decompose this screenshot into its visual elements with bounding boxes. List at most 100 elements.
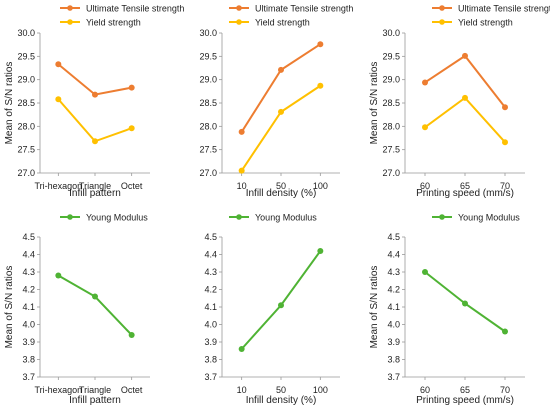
y-tick-label: 4.2 [22, 285, 35, 295]
y-tick-label: 27.0 [17, 168, 35, 178]
x-tick-label: 60 [420, 181, 430, 191]
x-axis-label: Printing speed (mm/s) [416, 188, 514, 199]
x-tick-label: 10 [237, 181, 247, 191]
legend-swatch-marker [67, 5, 73, 11]
data-point [55, 272, 62, 279]
data-point [317, 82, 324, 89]
y-tick-label: 4.5 [387, 232, 400, 242]
x-tick-label: Octet [121, 181, 143, 191]
data-point [422, 124, 428, 131]
data-point [55, 96, 62, 103]
legend-swatch-marker [439, 19, 445, 25]
legend-label: Young Modulus [255, 213, 317, 223]
chart-panel-6: 3.7 3.8 3.9 4.0 4.1 4.2 4.3 4.4 4.5 60 65 70Printin… [369, 213, 525, 406]
y-tick-label: 3.7 [387, 372, 400, 382]
data-point [238, 167, 245, 174]
legend-label: Yield strength [458, 18, 513, 28]
y-tick-label: 3.7 [204, 372, 217, 382]
y-tick-label: 27.5 [199, 145, 217, 155]
y-tick-label: 4.0 [387, 320, 400, 330]
legend-label: Young Modulus [86, 213, 148, 223]
y-tick-label: 3.8 [387, 355, 400, 365]
chart-panel-4: 3.7 3.8 3.9 4.0 4.1 4.2 4.3 4.4 4.5 Tri-hexagonTr… [4, 213, 150, 406]
y-tick-label: 29.0 [17, 75, 35, 85]
chart-panel-3: 27.0 27.5 28.0 28.5 29.0 29.5 30.0 60 65 70Printi… [369, 4, 550, 200]
data-point [128, 332, 135, 338]
x-tick-label: 65 [460, 181, 470, 191]
y-tick-label: 3.9 [204, 337, 217, 347]
y-tick-label: 3.7 [22, 372, 35, 382]
data-point [92, 138, 98, 145]
legend-swatch-marker [439, 5, 445, 11]
y-tick-label: 28.0 [382, 121, 400, 131]
x-tick-label: 65 [460, 385, 470, 395]
x-tick-label: 10 [237, 385, 247, 395]
y-tick-label: 3.8 [204, 355, 217, 365]
x-tick-label: 100 [313, 181, 328, 191]
series-line [57, 274, 133, 336]
y-tick-label: 29.5 [199, 51, 217, 61]
data-point [278, 302, 284, 309]
y-tick-label: 4.0 [22, 320, 35, 330]
data-point [92, 91, 98, 98]
data-point [238, 128, 245, 135]
y-tick-label: 30.0 [17, 28, 35, 38]
x-tick-label: Triangle [79, 181, 111, 191]
data-point [55, 61, 62, 68]
series-line [240, 84, 321, 172]
y-tick-label: 4.4 [22, 250, 35, 260]
y-tick-label: 27.0 [199, 168, 217, 178]
data-point [92, 293, 98, 300]
legend-swatch-marker [236, 19, 242, 25]
y-tick-label: 4.5 [22, 232, 35, 242]
series-line [57, 63, 132, 96]
y-tick-label: 28.5 [17, 98, 35, 108]
y-tick-label: 4.1 [22, 302, 35, 312]
legend-label: Ultimate Tensile strength [458, 4, 550, 14]
y-tick-label: 4.1 [387, 302, 400, 312]
y-tick-label: 30.0 [382, 28, 400, 38]
y-tick-label: 4.3 [387, 267, 400, 277]
data-point [502, 328, 508, 335]
y-tick-label: 28.0 [17, 121, 35, 131]
x-tick-label: Tri-hexagon [34, 181, 82, 191]
x-axis-label: Infill density (%) [246, 395, 317, 406]
x-tick-label: 50 [276, 181, 286, 191]
y-tick-label: 27.5 [382, 145, 400, 155]
series-line [57, 98, 133, 143]
data-point [278, 66, 284, 73]
y-tick-label: 29.0 [199, 75, 217, 85]
y-tick-label: 27.0 [382, 168, 400, 178]
x-axis-label: Infill density (%) [246, 188, 317, 199]
series-line [240, 43, 321, 133]
data-point [422, 269, 428, 275]
y-tick-label: 30.0 [199, 28, 217, 38]
x-tick-label: Octet [121, 385, 143, 395]
y-axis-label: Mean of S/N ratios [4, 62, 15, 145]
data-point [462, 52, 468, 59]
x-axis-label: Printing speed (mm/s) [416, 395, 514, 406]
y-tick-label: 4.3 [22, 267, 35, 277]
y-tick-label: 4.5 [204, 232, 217, 242]
chart-panel-2: 27.0 27.5 28.0 28.5 29.0 29.5 30.0 10 50 100Infil… [199, 4, 353, 200]
y-tick-label: 3.9 [22, 337, 35, 347]
y-tick-label: 4.1 [204, 302, 217, 312]
legend-swatch-marker [439, 214, 445, 220]
legend-label: Ultimate Tensile strength [86, 4, 184, 14]
legend-swatch-marker [67, 214, 73, 220]
x-axis-label: Infill pattern [69, 188, 121, 199]
x-tick-label: 60 [420, 385, 430, 395]
y-tick-label: 28.5 [382, 98, 400, 108]
data-point [278, 108, 284, 115]
data-point [238, 346, 245, 352]
legend-label: Young Modulus [458, 213, 520, 223]
legend-swatch-marker [67, 19, 73, 25]
y-tick-label: 4.2 [204, 285, 217, 295]
x-axis-label: Infill pattern [69, 395, 121, 406]
y-tick-label: 28.0 [199, 121, 217, 131]
x-tick-label: Tri-hexagon [34, 385, 82, 395]
chart-panel-5: 3.7 3.8 3.9 4.0 4.1 4.2 4.3 4.4 4.5 10 50 100Infill… [204, 213, 340, 406]
data-point [317, 41, 324, 48]
y-tick-label: 3.9 [387, 337, 400, 347]
